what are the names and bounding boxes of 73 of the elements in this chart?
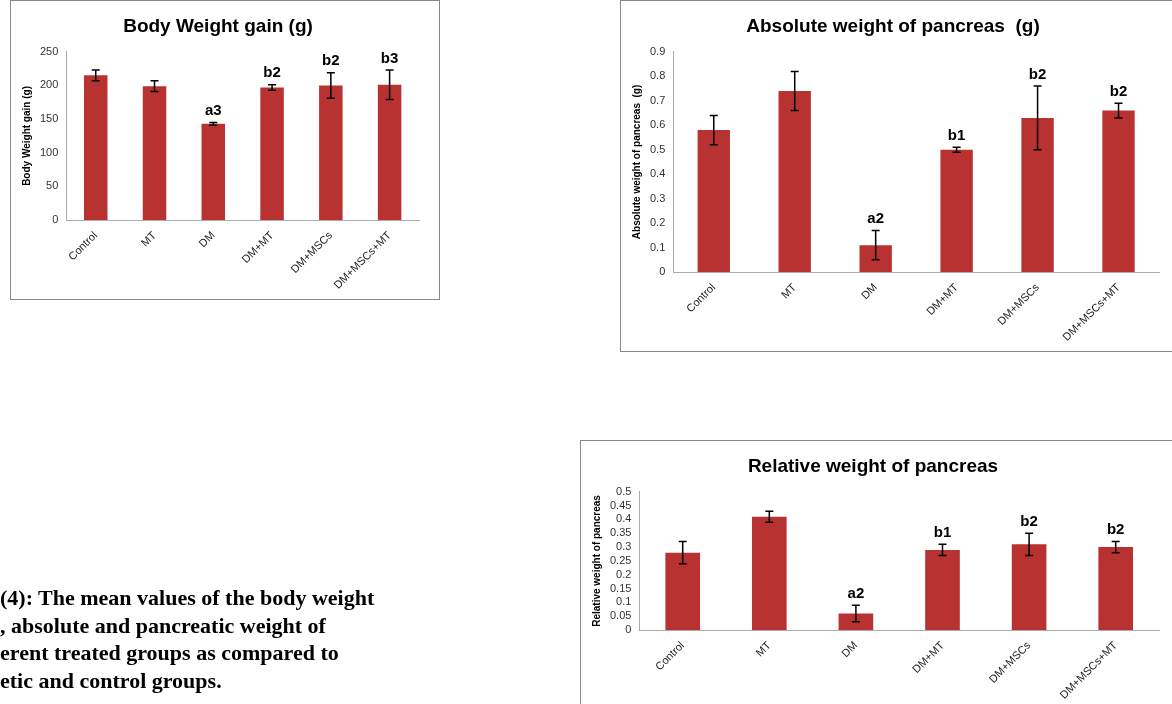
text: , absolute and pancreatic weight of [0, 611, 327, 639]
y-tick-label: 0.4 [616, 512, 632, 525]
y-tick-label: 0.1 [649, 240, 666, 253]
y-tick-label: 0 [625, 623, 632, 636]
text: erent treated groups as compared to [0, 639, 340, 667]
y-axis-title: Relative weight of pancreas [590, 494, 602, 627]
y-tick-label: 0.45 [609, 498, 632, 511]
bar [83, 75, 108, 221]
annotation: b1 [933, 522, 952, 540]
y-tick-label: 0.6 [649, 118, 666, 131]
x-tick-label: MT [778, 280, 799, 301]
chart-title: Relative weight of pancreas [747, 454, 999, 476]
text: etic and control groups. [0, 666, 223, 694]
bar [142, 86, 167, 221]
annotation: b3 [380, 48, 399, 66]
y-tick-label: 0 [52, 213, 59, 226]
y-tick-label: 200 [39, 78, 59, 91]
y-tick-label: 0.2 [616, 567, 632, 580]
y-tick-label: 0.9 [649, 44, 666, 57]
y-tick-label: 150 [39, 112, 59, 125]
x-tick-label: MT [138, 228, 159, 249]
bar [751, 516, 787, 631]
bar [1102, 110, 1135, 273]
annotation: b1 [947, 125, 966, 143]
annotation: a2 [847, 583, 865, 601]
y-tick-label: 250 [39, 44, 59, 57]
y-tick-label: 0.2 [649, 216, 666, 229]
bar [260, 87, 284, 221]
annotation: b2 [1109, 81, 1128, 99]
bar [201, 123, 226, 221]
bar [1011, 544, 1047, 631]
bar [377, 84, 402, 221]
y-tick-label: 0.5 [649, 142, 666, 155]
y-tick-label: 0.7 [649, 93, 666, 106]
annotation: b2 [1020, 511, 1038, 529]
x-tick-label: DM [858, 280, 880, 302]
annotation: b2 [263, 63, 281, 81]
x-tick-label: DM [838, 638, 860, 660]
bar [1098, 547, 1134, 631]
bar [697, 130, 730, 273]
annotation: b2 [1106, 520, 1125, 538]
y-tick-label: 0.25 [609, 553, 632, 566]
bar [838, 613, 874, 631]
y-tick-label: 0.1 [616, 595, 632, 608]
y-tick-label: 0.15 [609, 581, 632, 594]
y-tick-label: 0.05 [609, 609, 632, 622]
bar [1021, 117, 1054, 273]
bar [940, 149, 973, 273]
y-tick-label: 50 [46, 179, 59, 192]
bar [778, 90, 811, 273]
annotation: b2 [322, 51, 340, 69]
y-tick-label: 100 [39, 145, 59, 158]
annotation: a2 [867, 209, 885, 227]
x-tick-label: DM [196, 228, 217, 250]
y-tick-label: 0.3 [649, 191, 666, 204]
chart-title: Absolute weight of pancreas (g) [746, 14, 1040, 36]
bar [665, 552, 701, 631]
y-tick-label: 0 [659, 265, 666, 278]
annotation: a3 [204, 101, 222, 119]
y-tick-label: 0.3 [616, 540, 632, 553]
y-tick-label: 0.8 [649, 69, 666, 82]
chart-title: Body Weight gain (g) [123, 14, 313, 36]
bar [859, 245, 892, 273]
annotation: b2 [1028, 64, 1047, 82]
y-axis-title: Body Weight gain (g) [20, 86, 32, 186]
x-tick-label: MT [753, 638, 774, 659]
bar [925, 549, 960, 631]
y-tick-label: 0.5 [616, 484, 632, 497]
text: (4): The mean values of the body weight [0, 584, 375, 612]
y-tick-label: 0.4 [649, 167, 666, 180]
y-axis-title: Absolute weight of pancreas (g) [630, 84, 642, 240]
bar [319, 85, 343, 221]
y-tick-label: 0.35 [609, 526, 632, 539]
